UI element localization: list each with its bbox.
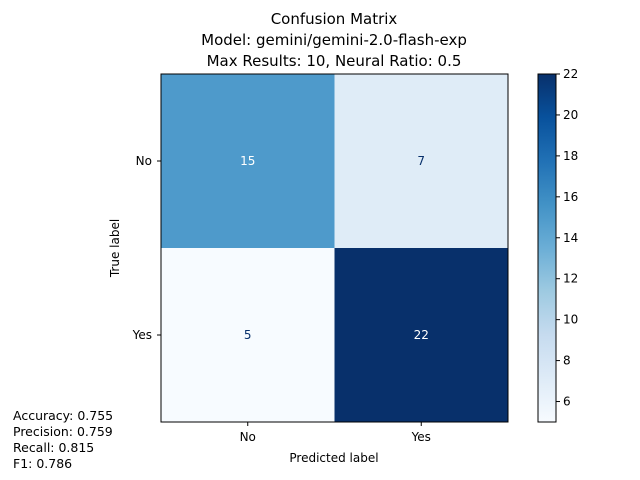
x-tick-label: No <box>240 430 256 444</box>
cell-value-label: 5 <box>244 328 252 342</box>
metrics-panel: Accuracy: 0.755 Precision: 0.759 Recall:… <box>13 408 113 472</box>
colorbar-tick-label: 20 <box>563 108 578 122</box>
x-axis-label: Predicted label <box>289 451 378 465</box>
chart-title-line-2: Model: gemini/gemini-2.0-flash-exp <box>201 31 467 49</box>
colorbar-ticks: 6 8 10 12 14 16 18 20 22 <box>556 67 578 409</box>
accuracy-metric: Accuracy: 0.755 <box>13 408 114 423</box>
y-tick-label: Yes <box>132 328 152 342</box>
colorbar-tick-label: 10 <box>563 313 578 327</box>
recall-metric: Recall: 0.815 <box>13 440 95 455</box>
f1-metric: F1: 0.786 <box>13 456 73 471</box>
chart-title-line-3: Max Results: 10, Neural Ratio: 0.5 <box>207 52 462 70</box>
colorbar-tick-label: 6 <box>563 395 571 409</box>
precision-metric: Precision: 0.759 <box>13 424 113 439</box>
colorbar-tick-label: 22 <box>563 67 578 81</box>
cell-value-label: 22 <box>414 328 429 342</box>
colorbar-tick-label: 18 <box>563 149 578 163</box>
axis-ticks: No Yes No Yes <box>132 154 431 444</box>
heatmap-cell <box>161 74 335 248</box>
cell-value-label: 15 <box>240 154 255 168</box>
colorbar-tick-label: 12 <box>563 272 578 286</box>
plot-frame <box>160 73 509 423</box>
colorbar-tick-label: 14 <box>563 231 578 245</box>
chart-title-line-1: Confusion Matrix <box>271 10 398 28</box>
cell-value-label: 7 <box>417 154 425 168</box>
x-tick-label: Yes <box>411 430 431 444</box>
heatmap-cells: 15 7 5 22 <box>161 74 508 422</box>
heatmap-cell <box>334 74 508 248</box>
y-tick-label: No <box>136 154 152 168</box>
heatmap-cell <box>334 248 508 422</box>
heatmap-cell <box>161 248 335 422</box>
colorbar-tick-label: 16 <box>563 190 578 204</box>
colorbar-tick-label: 8 <box>563 354 571 368</box>
colorbar <box>537 73 557 423</box>
y-axis-label: True label <box>108 219 122 278</box>
